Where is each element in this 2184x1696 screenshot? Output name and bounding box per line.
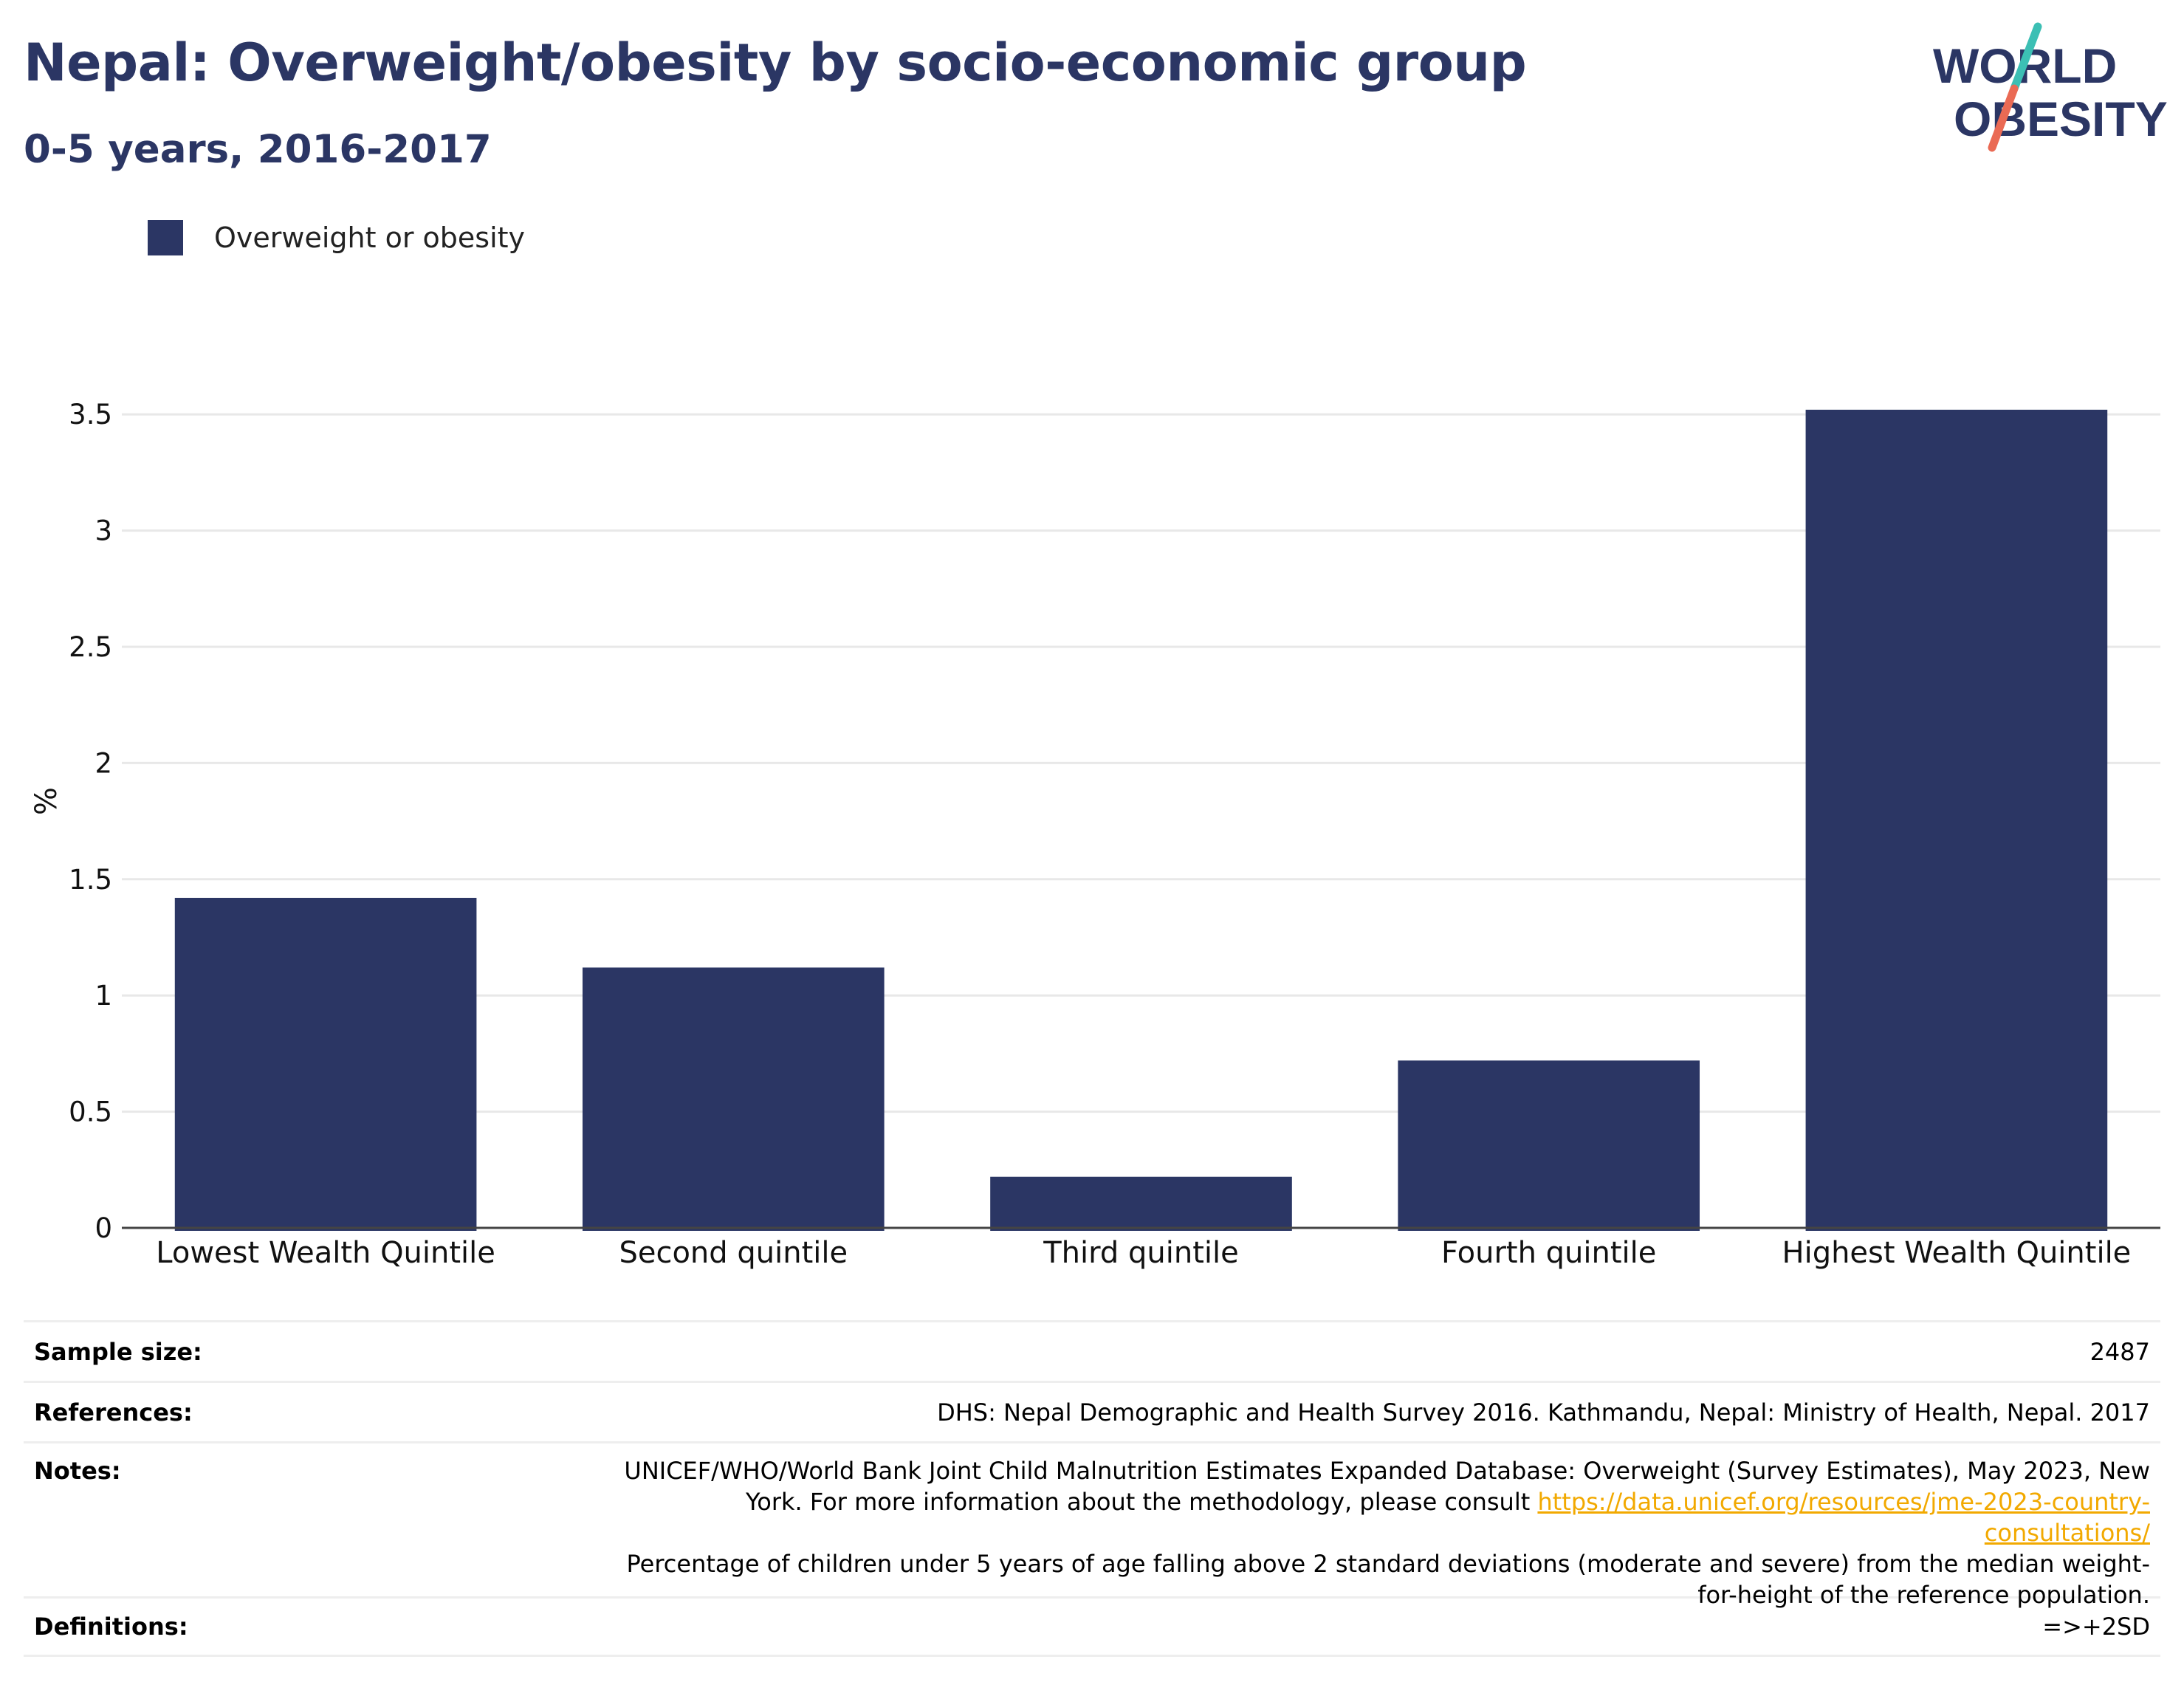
logo-slash-bottom [1988,84,2019,152]
info-row-sample-size: Sample size: 2487 [24,1320,2160,1381]
notes-value: UNICEF/WHO/World Bank Joint Child Malnut… [600,1455,2160,1610]
info-table: Sample size: 2487 References: DHS: Nepal… [24,1320,2160,1657]
y-tick-label: 1.5 [69,864,112,896]
bar [1398,1060,1700,1231]
bar [174,897,477,1231]
bar [1805,409,2108,1231]
x-tick-label: Fourth quintile [1441,1236,1656,1270]
y-axis-label: % [30,787,63,815]
x-tick-label: Second quintile [619,1236,848,1270]
y-tick-label: 2.5 [69,631,112,663]
chart-subtitle: 0-5 years, 2016-2017 [24,127,492,172]
logo-text-obesity: OBESITY [1954,92,2168,146]
y-tick-label: 1 [95,980,112,1012]
references-label: References: [34,1398,193,1427]
sample-size-label: Sample size: [34,1337,202,1366]
y-tick-label: 3 [95,515,112,547]
logo-slash-top [2010,22,2042,93]
legend-swatch-overweight [148,220,183,255]
y-tick-label: 0 [95,1212,112,1244]
bar [582,967,885,1231]
notes-text-part1: UNICEF/WHO/World Bank Joint Child Malnut… [624,1457,2150,1516]
notes-text-part2: Percentage of children under 5 years of … [626,1550,2151,1609]
info-row-references: References: DHS: Nepal Demographic and H… [24,1381,2160,1441]
definitions-label: Definitions: [34,1613,188,1641]
y-tick-label: 2 [95,747,112,779]
legend-label-overweight: Overweight or obesity [214,222,526,254]
sample-size-value: 2487 [2089,1337,2150,1366]
notes-label: Notes: [34,1457,121,1485]
chart-title: Nepal: Overweight/obesity by socio-econo… [24,32,1527,93]
world-obesity-logo: WORLD OBESITY [1933,22,2168,152]
bar-chart: 0 0.5 1 1.5 2 2.5 3 3.5% Lowest Wealth Quintile S… [30,399,2160,1270]
legend: Overweight or obesity [148,220,525,255]
info-row-notes: Notes: UNICEF/WHO/World Bank Joint Child… [24,1441,2160,1609]
definitions-value: =>+2SD [2042,1613,2150,1641]
y-tick-label: 3.5 [69,399,112,430]
info-row-definitions: Definitions: =>+2SD [24,1596,2160,1657]
bar [990,1176,1292,1231]
notes-link[interactable]: https://data.unicef.org/resources/jme-20… [1537,1488,2150,1547]
x-tick-label: Highest Wealth Quintile [1782,1236,2132,1270]
x-tick-label: Third quintile [1043,1236,1238,1270]
y-tick-label: 0.5 [69,1096,112,1128]
x-tick-label: Lowest Wealth Quintile [156,1236,495,1270]
references-value: DHS: Nepal Demographic and Health Survey… [937,1398,2150,1427]
